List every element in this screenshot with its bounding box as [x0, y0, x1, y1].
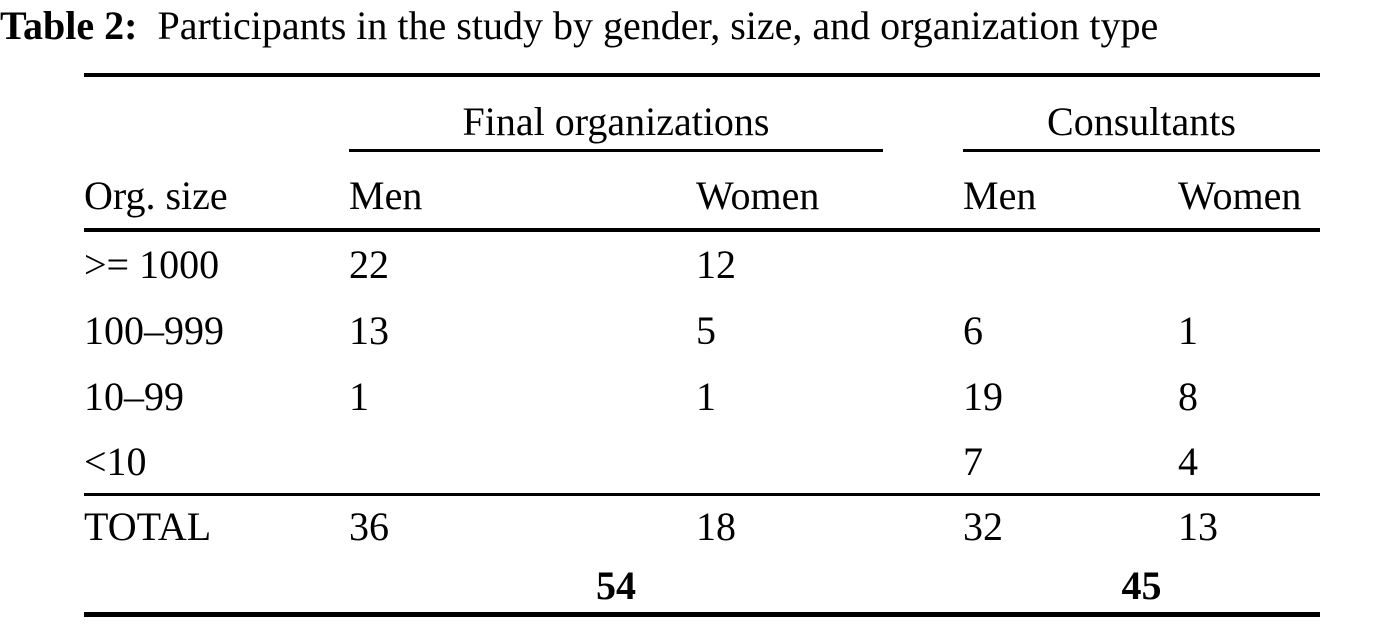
group-total-cell-consultants: 45	[963, 560, 1320, 614]
cell-total-fo-women: 18	[696, 492, 963, 560]
group-header-consultants: Consultants	[963, 102, 1320, 152]
cell-cons-women: 4	[1178, 438, 1198, 484]
col-header-cons-women: Women	[1178, 173, 1302, 218]
column-header-row: Org. size Men Women Men Women	[84, 152, 1320, 230]
table-row-size-ge-1000: >= 1000 22 12	[84, 228, 1320, 296]
cell-fo-women: 5	[696, 308, 716, 353]
col-header-org-size: Org. size	[84, 173, 228, 218]
cell-total-label: TOTAL	[84, 492, 349, 560]
cell-fo-men	[349, 428, 696, 494]
group-total-cell-final-organizations: 54	[349, 560, 963, 614]
caption-label: Table 2:	[0, 3, 138, 48]
cell-org-size: >= 1000	[84, 228, 349, 296]
cell-org-size: 100–999	[84, 308, 224, 353]
empty-cell	[84, 560, 349, 614]
cell-fo-women: 12	[696, 228, 963, 296]
cell-fo-men: 22	[349, 228, 696, 296]
participants-table: Final organizations Consultants Org. siz…	[84, 73, 1320, 617]
cell-cons-women	[1178, 228, 1320, 296]
table-row-size-100-999: 100–999 13 5 6 1	[84, 296, 1320, 362]
group-header-row: Final organizations Consultants	[84, 75, 1320, 152]
group-header-cell-consultants: Consultants	[963, 75, 1320, 152]
col-header-fo-women: Women	[696, 173, 820, 218]
cell-cons-women: 1	[1178, 308, 1198, 353]
group-header-final-organizations: Final organizations	[349, 102, 883, 152]
table-caption: Table 2: Participants in the study by gen…	[0, 2, 1396, 50]
table-row-size-lt-10: <10 7 4	[84, 428, 1320, 494]
cell-fo-men: 13	[349, 308, 389, 353]
cell-cons-men	[963, 228, 1178, 296]
cell-total-cons-men: 32	[963, 492, 1178, 560]
cell-total-cons-women: 13	[1178, 492, 1320, 560]
col-header-cons-men: Men	[963, 173, 1037, 218]
total-row: TOTAL 36 18 32 13	[84, 492, 1320, 560]
table-row-size-10-99: 10–99 1 1 19 8	[84, 362, 1320, 428]
cell-org-size: 10–99	[84, 374, 184, 419]
cell-cons-men: 19	[963, 374, 1003, 419]
cell-fo-women: 1	[696, 374, 716, 419]
cell-cons-women: 8	[1178, 374, 1198, 419]
group-header-cell-final-organizations: Final organizations	[349, 75, 963, 152]
caption-text: Participants in the study by gender, siz…	[157, 3, 1159, 48]
cell-fo-women	[696, 428, 963, 494]
col-header-fo-men: Men	[349, 173, 423, 218]
group-total-final-organizations: 54	[596, 562, 636, 608]
cell-cons-men: 6	[963, 308, 983, 353]
cell-org-size: <10	[84, 438, 147, 484]
group-total-consultants: 45	[1121, 562, 1162, 608]
empty-corner-cell	[84, 75, 349, 152]
cell-cons-men: 7	[963, 438, 983, 484]
group-total-row: 54 45	[84, 560, 1320, 614]
cell-fo-men: 1	[349, 374, 369, 419]
cell-total-fo-men: 36	[349, 492, 696, 560]
